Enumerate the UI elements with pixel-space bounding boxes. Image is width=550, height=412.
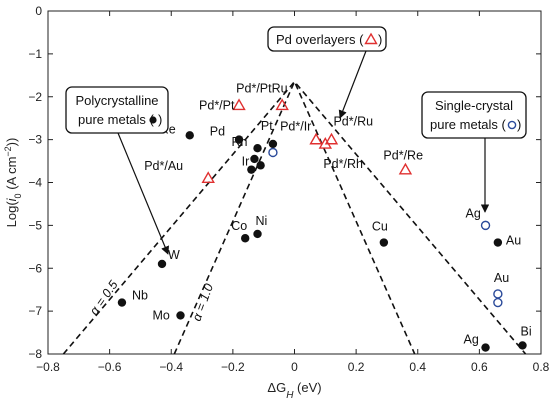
pd-overlayer-point xyxy=(398,162,413,175)
point-label: W xyxy=(168,248,180,262)
single-crystal-point xyxy=(480,220,491,231)
volcano-line-alpha-0-5 xyxy=(62,80,527,355)
point-label: Au xyxy=(494,271,509,285)
y-tick-label: −5 xyxy=(28,218,42,232)
pd-overlayers-label: Pd overlayers ( xyxy=(276,32,364,47)
polycrystalline-point xyxy=(253,229,262,239)
point-label: Au xyxy=(506,234,521,248)
pd-overlayer-point xyxy=(309,132,323,145)
point-label: Pt xyxy=(261,119,273,133)
polycrystalline-point xyxy=(256,161,265,170)
polycrystalline-point xyxy=(247,165,256,174)
x-tick-label: −0.8 xyxy=(36,360,60,374)
x-axis-label: ΔGH (eV) xyxy=(267,380,321,401)
x-tick-label: 0.6 xyxy=(471,360,488,374)
single-crystal-label-line1: Single-crystal xyxy=(435,98,513,113)
annotation-boxes: Polycrystalline pure metals () Pd overlaye… xyxy=(65,26,527,255)
pd-overlayer-point xyxy=(318,137,333,149)
x-tick-label: 0 xyxy=(291,360,298,374)
data-points xyxy=(117,98,527,352)
polycrystalline-point xyxy=(176,311,185,320)
polycrystalline-label-close: ) xyxy=(158,112,162,127)
point-label: Pd*/Ir xyxy=(280,120,311,134)
y-tick-label: −7 xyxy=(28,304,42,318)
alpha-1-0-label: α = 1.0 xyxy=(190,282,216,323)
point-label: Pd*/Ru xyxy=(333,115,373,129)
polycrystalline-point xyxy=(379,238,389,247)
single-crystal-label-line2: pure metals ( xyxy=(430,117,507,132)
x-tick-label: −0.2 xyxy=(221,360,245,374)
polycrystalline-legend-marker xyxy=(149,116,157,124)
point-label: Pd*/Re xyxy=(383,149,423,163)
x-tick-label: 0.4 xyxy=(409,360,426,374)
polycrystalline-point xyxy=(268,139,278,149)
polycrystalline-point xyxy=(250,154,259,164)
alpha-0-5-label: α = 0.5 xyxy=(87,278,121,318)
y-tick-label: −1 xyxy=(28,47,42,61)
pd-overlayers-box xyxy=(267,26,387,52)
y-tick-label: −8 xyxy=(28,347,42,361)
polycrystalline-point xyxy=(117,298,127,307)
polycrystalline-point xyxy=(493,238,503,247)
y-tick-label: −2 xyxy=(28,90,42,104)
y-tick-label: −4 xyxy=(28,176,42,190)
x-tick-label: −0.6 xyxy=(98,360,122,374)
point-label: Cu xyxy=(372,220,388,234)
axes: −0.8 −0.6 −0.4 −0.2 0 0.2 0.4 0.6 0.8 0 −1 −2 −3 −4 −5… xyxy=(3,4,550,401)
polycrystalline-label-line2: pure metals ( xyxy=(78,112,155,127)
polycrystalline-point xyxy=(241,234,250,243)
single-crystal-label-close: ) xyxy=(517,117,521,132)
polycrystalline-label-line1: Polycrystalline xyxy=(75,93,158,108)
pd-overlayers-legend-marker xyxy=(364,32,378,45)
y-tick-label: −3 xyxy=(28,133,42,147)
point-label: Pd*/Au xyxy=(144,159,183,173)
pd-overlayer-point xyxy=(232,98,246,111)
point-label: Pd*/Pt xyxy=(199,98,235,112)
x-tick-label: 0.8 xyxy=(533,360,550,374)
single-crystal-point xyxy=(493,289,503,299)
x-tick-label: 0.2 xyxy=(348,360,365,374)
point-label: Pd*/PtRu xyxy=(236,81,287,95)
point-label: Ag xyxy=(464,333,479,347)
polycrystalline-point xyxy=(185,131,194,140)
point-label: Bi xyxy=(521,324,532,338)
point-label: Co xyxy=(231,219,247,233)
point-label: Pd*/Rh xyxy=(323,157,363,171)
single-crystal-box xyxy=(421,91,527,139)
polycrystalline-point xyxy=(481,343,490,352)
polycrystalline-arrow xyxy=(117,132,169,255)
x-tick-label: −0.4 xyxy=(159,360,183,374)
pd-overlayer-point xyxy=(201,171,215,184)
pd-overlayer-point xyxy=(275,98,289,111)
polycrystalline-point xyxy=(253,144,262,153)
y-tick-label: 0 xyxy=(35,4,42,18)
point-label: Mo xyxy=(152,308,169,322)
y-axis-label: Log(i0 (A cm−2)) xyxy=(3,138,23,228)
point-label: Ir xyxy=(242,154,250,168)
polycrystalline-point xyxy=(518,341,527,350)
pd-overlayers-arrow xyxy=(338,50,367,119)
pd-overlayer-point xyxy=(324,132,339,145)
point-label: Pd xyxy=(210,125,225,139)
pd-overlayers-label-close: ) xyxy=(378,32,382,47)
polycrystalline-point xyxy=(157,259,167,269)
point-label: Rh xyxy=(232,135,248,149)
single-crystal-point xyxy=(268,147,278,158)
point-label: Ni xyxy=(256,214,268,228)
polycrystalline-point xyxy=(234,135,244,144)
single-crystal-point xyxy=(493,297,503,308)
point-label: Ag xyxy=(466,206,481,220)
point-label: Nb xyxy=(132,289,148,303)
single-crystal-legend-marker xyxy=(507,120,517,130)
y-tick-label: −6 xyxy=(28,261,42,275)
polycrystalline-box xyxy=(65,86,169,134)
